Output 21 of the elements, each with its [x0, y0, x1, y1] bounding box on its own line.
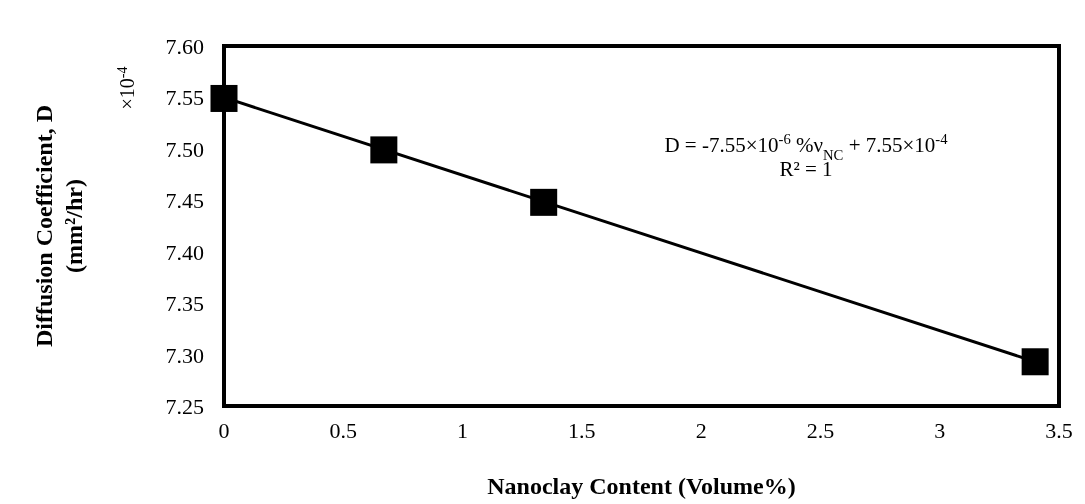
x-tick-label: 0.5 — [329, 418, 358, 443]
x-tick-label: 3 — [934, 418, 946, 443]
y-tick-label: 7.55 — [165, 85, 204, 111]
x-tick-label: 2.5 — [806, 418, 835, 443]
x-tick-label: 3.5 — [1045, 418, 1073, 443]
x-tick-label: 0 — [218, 418, 230, 443]
point — [530, 188, 558, 216]
y-tick-label: 7.50 — [165, 136, 204, 162]
point — [370, 136, 398, 164]
x-tick-label: 2 — [695, 418, 707, 443]
x-axis-title: Nanoclay Content (Volume%) — [487, 473, 796, 499]
y-tick-label: 7.30 — [165, 342, 204, 368]
x-tick-label: 1 — [457, 418, 469, 443]
y-tick-label: 7.40 — [165, 239, 204, 265]
y-tick-label: 7.25 — [165, 394, 204, 419]
y-axis-title: Diffusion Coefficient, D (mm²/hr) — [31, 105, 87, 347]
x-tick-label: 1.5 — [568, 418, 596, 443]
y-tick-label: 7.60 — [165, 34, 204, 59]
y-tick-label: 7.35 — [165, 291, 204, 317]
y-tick-label: 7.45 — [165, 188, 204, 214]
point — [1021, 348, 1049, 376]
